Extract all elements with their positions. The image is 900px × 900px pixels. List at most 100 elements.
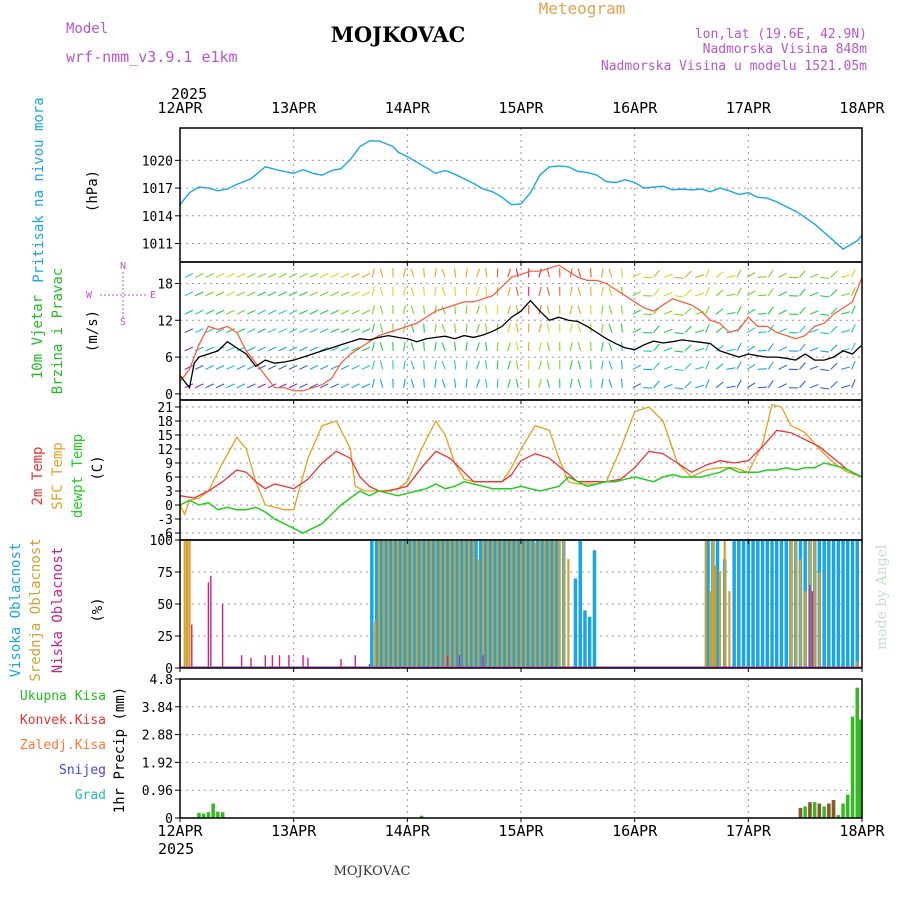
precip-convective-bar xyxy=(827,803,831,818)
wind-arrow xyxy=(361,328,371,334)
wind-arrow xyxy=(830,307,838,315)
model-name: wrf-nmm_v3.9.1 e1km xyxy=(66,48,238,66)
wind-arrow xyxy=(674,350,684,353)
wind-arrow xyxy=(620,305,623,315)
wind-arrow xyxy=(410,379,415,388)
year-bottom: 2025 xyxy=(158,840,194,858)
wind-arrow xyxy=(767,361,774,370)
mid-cloud-bar xyxy=(444,540,447,668)
wind-arrow xyxy=(809,347,819,352)
wind-arrow xyxy=(695,274,705,278)
wind-arrow xyxy=(538,323,542,333)
wind-arrow xyxy=(715,308,724,315)
wind-arrow xyxy=(465,305,468,315)
wind-arrow xyxy=(465,378,468,388)
wind-ytick-label: 18 xyxy=(157,277,173,292)
wind-arrow xyxy=(278,328,287,334)
wind-arrow xyxy=(600,305,604,315)
compass-east: E xyxy=(150,290,156,301)
wind-arrow xyxy=(330,291,340,297)
wind-gust-line xyxy=(179,264,863,392)
cloud-panel: 0 25 50 75 100 xyxy=(150,534,863,677)
wind-arrow xyxy=(546,360,550,370)
wind-arrow xyxy=(379,360,384,370)
wind-arrow xyxy=(809,365,819,370)
wind-arrow xyxy=(684,289,692,297)
wind-arrow xyxy=(577,378,582,388)
wind-arrow xyxy=(674,331,684,335)
wind-arrow xyxy=(736,287,742,296)
wind-arrow xyxy=(841,292,850,297)
high-cloud-bar xyxy=(554,540,559,668)
high-cloud-bar xyxy=(715,540,720,668)
wind-arrow xyxy=(726,312,736,315)
wind-arrow xyxy=(736,342,742,352)
wind-ytick-label: 0 xyxy=(165,388,173,403)
wind-arrow xyxy=(820,331,830,335)
wind-arrow xyxy=(299,383,308,389)
wind-arrow xyxy=(747,272,756,278)
time-label-bottom: 15APR xyxy=(498,822,544,840)
mid-cloud-bar xyxy=(505,540,508,668)
wind-arrow xyxy=(267,383,277,389)
wind-arrow xyxy=(747,364,756,370)
wind-arrow xyxy=(705,268,710,278)
high-cloud-bar xyxy=(497,540,502,668)
model-elevation-label: Nadmorska Visina u modelu 1521.05m xyxy=(601,59,867,74)
mid-cloud-bar xyxy=(704,540,707,668)
wind-arrow xyxy=(653,288,660,297)
wind-arrow xyxy=(684,270,692,278)
wind-arrow xyxy=(465,268,468,278)
wind-arrow xyxy=(278,273,287,278)
wind-arrow xyxy=(340,365,350,370)
precip-convective-bar xyxy=(831,800,836,818)
high-cloud-bar xyxy=(531,540,535,668)
mid-cloud-bar xyxy=(714,565,717,668)
precip-ytick-label: 1.92 xyxy=(142,756,173,771)
high-cloud-bar xyxy=(760,540,765,668)
wind-arrow xyxy=(632,364,642,370)
wind-arrow xyxy=(820,313,830,316)
mid-cloud-bar xyxy=(439,540,442,668)
high-cloud-bar xyxy=(450,540,455,668)
wind-arrow xyxy=(379,268,384,278)
mid-cloud-bar xyxy=(529,540,532,668)
precip-total-bar xyxy=(803,806,807,818)
pressure-ytick-label: 1020 xyxy=(142,154,173,169)
wind-arrow xyxy=(515,323,519,333)
high-cloud-bar xyxy=(578,540,582,668)
high-cloud-bar xyxy=(550,540,554,668)
wind-arrow xyxy=(371,360,375,370)
wind-arrow xyxy=(257,273,267,278)
wind-arrow xyxy=(465,360,468,370)
wind-arrow xyxy=(663,273,673,278)
wind-arrow xyxy=(441,287,446,296)
wind-arrow xyxy=(465,341,468,351)
wind-arrow xyxy=(205,346,214,352)
wind-arrow xyxy=(507,323,511,333)
wind-arrow xyxy=(236,346,246,352)
precip-total-bar xyxy=(857,719,862,818)
high-cloud-bar xyxy=(751,540,755,668)
wind-arrow xyxy=(757,331,767,334)
wind-arrow xyxy=(403,286,406,296)
wind-arrow xyxy=(278,365,287,370)
mid-cloud-bar xyxy=(723,540,726,668)
wind-arrow xyxy=(278,309,287,315)
wind-arrow xyxy=(236,365,246,370)
wind-arrow xyxy=(441,360,446,370)
wind-arrow xyxy=(361,365,371,370)
wind-arrow xyxy=(830,289,838,297)
wind-arrow xyxy=(319,383,329,389)
wind-arrow xyxy=(465,286,468,296)
wind-arrow xyxy=(309,328,319,334)
time-label-top: 12APR xyxy=(157,99,203,117)
wind-arrow xyxy=(684,325,692,333)
wind-arrow xyxy=(546,378,550,388)
wind-arrow xyxy=(767,343,774,352)
wind-arrow xyxy=(515,286,519,296)
low-cloud-bar xyxy=(207,582,210,668)
wind-arrow xyxy=(454,286,457,296)
wind-arrow xyxy=(403,268,406,278)
wind-arrow xyxy=(194,273,204,278)
